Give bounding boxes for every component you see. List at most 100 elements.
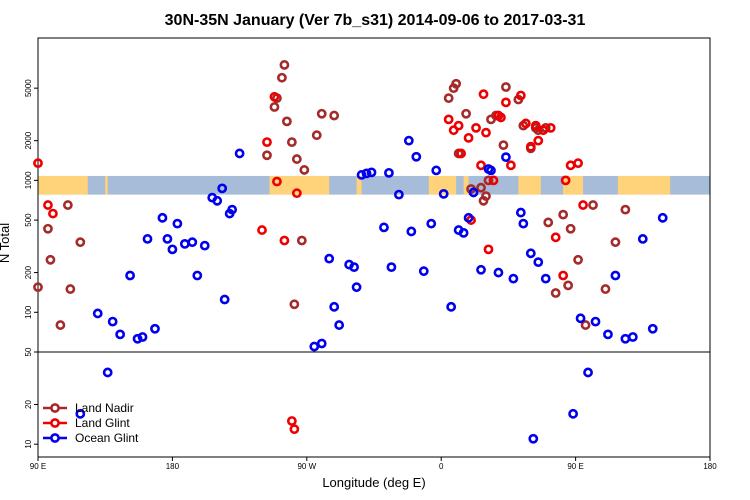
point-ocean-glint-69 <box>610 270 621 281</box>
point-ocean-glint-11 <box>162 234 173 244</box>
point-ocean-glint-62 <box>533 257 544 268</box>
land-band-segment-3 <box>356 175 362 195</box>
point-land-glint-27 <box>515 90 526 101</box>
y-axis: 10 20 50 100 200 500 1000 2000 5000 <box>24 79 38 449</box>
point-land-nadir-33 <box>498 140 509 151</box>
point-ocean-glint-8 <box>142 234 153 244</box>
y-tick-label-4: 200 <box>24 265 33 279</box>
point-land-nadir-11 <box>279 60 290 70</box>
point-land-nadir-3 <box>55 320 66 330</box>
point-ocean-glint-46 <box>438 188 449 199</box>
point-ocean-glint-25 <box>309 341 320 352</box>
plot-frame <box>37 37 711 458</box>
point-land-glint-36 <box>560 175 571 186</box>
y-tick-label-2: 50 <box>24 347 33 356</box>
point-land-glint-33 <box>545 122 556 133</box>
point-ocean-glint-61 <box>528 433 539 444</box>
point-land-nadir-4 <box>62 200 73 210</box>
point-ocean-glint-36 <box>379 222 389 233</box>
point-ocean-glint-60 <box>525 248 536 259</box>
point-land-nadir-47 <box>580 320 591 330</box>
point-land-nadir-7 <box>262 150 272 161</box>
point-ocean-glint-44 <box>426 218 437 229</box>
point-ocean-glint-49 <box>458 227 469 238</box>
point-land-glint-21 <box>483 244 494 255</box>
series-land-glint <box>33 89 588 435</box>
point-ocean-glint-0 <box>75 408 86 419</box>
x-axis-label: Longitude (deg E) <box>322 475 425 490</box>
x-axis: 90 E 180 90 W 0 90 E 180 <box>30 457 717 471</box>
point-ocean-glint-21 <box>219 294 230 305</box>
point-land-nadir-12 <box>281 116 292 127</box>
x-tick-label-1: 180 <box>166 462 180 471</box>
point-land-glint-38 <box>573 158 583 169</box>
ocean-band <box>38 175 710 195</box>
point-land-glint-26 <box>505 160 516 171</box>
point-land-nadir-20 <box>329 110 340 121</box>
point-ocean-glint-29 <box>334 320 345 330</box>
point-ocean-glint-59 <box>518 218 529 229</box>
point-land-nadir-1 <box>43 223 53 234</box>
x-tick-label-3: 0 <box>439 462 444 471</box>
point-land-nadir-2 <box>45 254 56 265</box>
point-land-glint-4 <box>262 137 272 148</box>
point-ocean-glint-20 <box>217 183 228 194</box>
point-land-nadir-16 <box>296 235 307 246</box>
point-ocean-glint-3 <box>107 316 118 327</box>
land-band-segment-1 <box>105 175 108 195</box>
point-ocean-glint-19 <box>212 195 223 206</box>
point-land-glint-0 <box>33 158 43 169</box>
point-ocean-glint-12 <box>167 244 178 255</box>
point-land-glint-9 <box>289 424 300 435</box>
point-land-nadir-17 <box>299 165 310 175</box>
point-land-nadir-10 <box>277 72 287 83</box>
point-land-nadir-13 <box>286 137 297 148</box>
point-land-nadir-15 <box>291 154 302 164</box>
land-band-segment-0 <box>38 175 88 195</box>
y-tick-label-0: 10 <box>24 439 33 448</box>
point-ocean-glint-56 <box>501 152 511 163</box>
land-band-segment-7 <box>563 175 584 195</box>
land-ocean-band <box>38 175 710 195</box>
point-ocean-glint-55 <box>493 267 504 278</box>
point-land-glint-19 <box>478 89 489 100</box>
land-band-segment-5 <box>463 175 469 195</box>
point-land-glint-22 <box>488 175 499 186</box>
point-ocean-glint-26 <box>316 338 327 349</box>
point-ocean-glint-2 <box>102 367 113 378</box>
point-land-nadir-51 <box>620 204 631 215</box>
point-land-nadir-48 <box>588 200 598 210</box>
point-land-nadir-42 <box>550 288 561 298</box>
point-ocean-glint-27 <box>324 253 335 264</box>
point-land-glint-39 <box>578 200 588 210</box>
point-ocean-glint-54 <box>486 165 496 176</box>
point-ocean-glint-23 <box>227 204 238 215</box>
point-ocean-glint-33 <box>356 170 367 180</box>
point-land-glint-10 <box>291 188 302 199</box>
point-ocean-glint-14 <box>179 238 190 249</box>
point-ocean-glint-63 <box>540 273 551 284</box>
y-axis-label: N Total <box>0 223 12 263</box>
point-ocean-glint-6 <box>132 333 143 344</box>
point-ocean-glint-64 <box>568 408 579 419</box>
point-ocean-glint-34 <box>361 168 372 179</box>
point-land-glint-2 <box>48 208 58 219</box>
x-tick-label-0: 90 E <box>30 462 46 471</box>
point-ocean-glint-4 <box>115 329 126 340</box>
point-ocean-glint-50 <box>463 212 474 223</box>
point-ocean-glint-67 <box>590 316 601 327</box>
legend-label-0: Land Nadir <box>75 401 134 415</box>
point-land-glint-1 <box>43 200 53 210</box>
land-band-segment-2 <box>269 175 330 195</box>
point-land-nadir-41 <box>543 217 554 228</box>
point-land-nadir-46 <box>573 254 583 265</box>
point-ocean-glint-1 <box>92 308 103 319</box>
point-ocean-glint-47 <box>446 301 457 312</box>
point-ocean-glint-73 <box>647 323 658 334</box>
point-ocean-glint-13 <box>172 218 183 229</box>
point-land-glint-34 <box>550 232 561 243</box>
point-ocean-glint-57 <box>508 273 519 284</box>
point-land-glint-3 <box>257 225 267 235</box>
point-ocean-glint-41 <box>406 226 417 237</box>
